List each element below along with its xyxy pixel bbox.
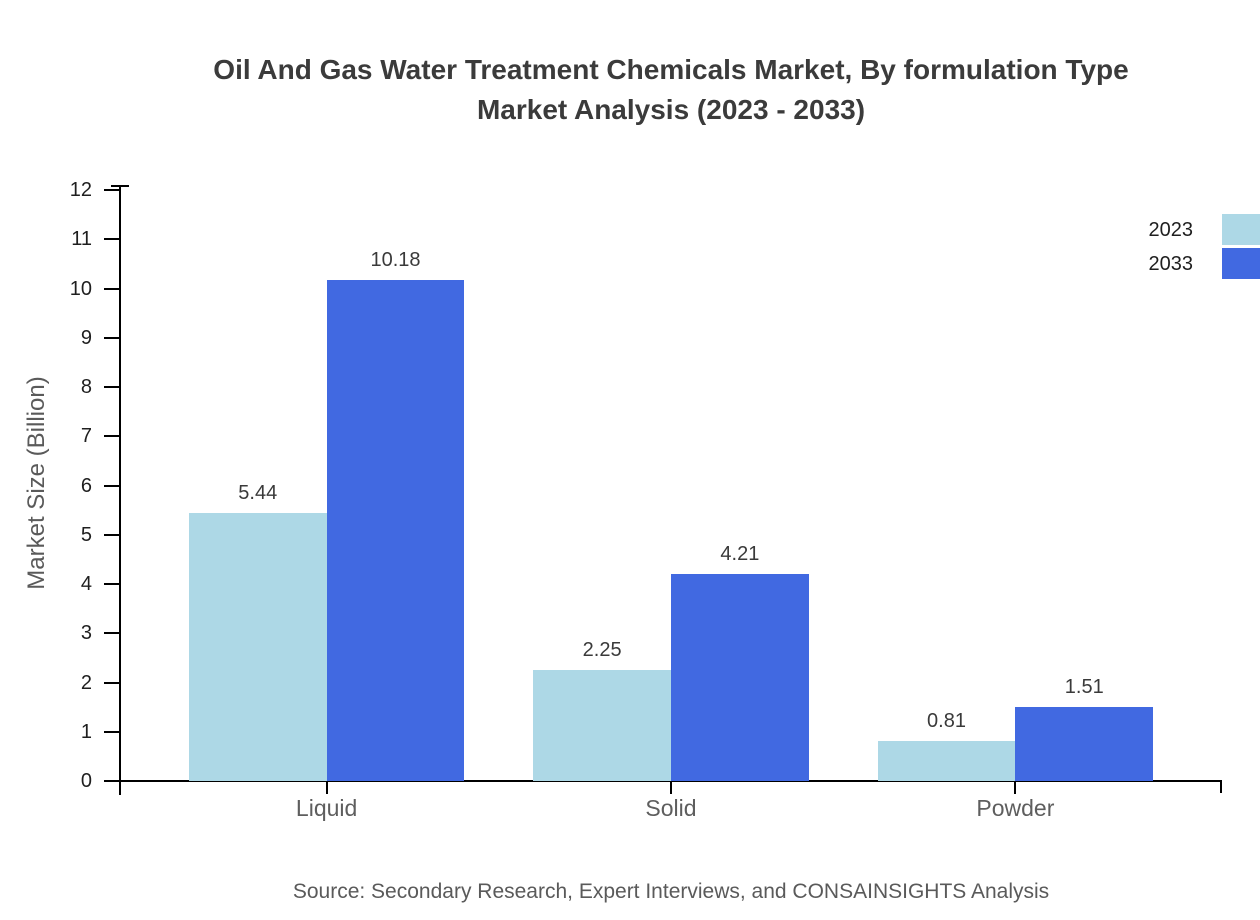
- y-tick: [104, 287, 119, 290]
- y-tick-label: 6: [80, 474, 92, 497]
- x-axis-label-solid: Solid: [645, 795, 697, 821]
- bar-2033-solid: [671, 573, 809, 781]
- y-axis-spine: [119, 185, 121, 795]
- y-tick: [104, 435, 119, 438]
- y-tick-label: 8: [80, 376, 92, 398]
- y-axis-top-cap: [111, 185, 129, 187]
- bar-2023-liquid: [188, 513, 327, 781]
- y-tick-label: 10: [69, 277, 92, 300]
- x-tick: [670, 781, 672, 794]
- x-axis-label-liquid: Liquid: [295, 795, 358, 821]
- y-tick: [104, 189, 119, 191]
- y-tick-label: 7: [80, 425, 92, 448]
- chart-title: Oil And Gas Water Treatment Chemicals Ma…: [120, 50, 1222, 130]
- y-tick: [104, 681, 119, 684]
- source-note: Source: Secondary Research, Expert Inter…: [292, 880, 1050, 903]
- legend-swatch-2023: [1222, 214, 1260, 245]
- x-tick: [325, 781, 328, 794]
- bar-2033-powder: [1015, 706, 1154, 781]
- bar-2023-powder: [877, 741, 1016, 781]
- y-tick: [104, 730, 119, 733]
- chart-title-line2: Market Analysis (2023 - 2033): [476, 94, 866, 125]
- value-label-2023-liquid: 5.44: [238, 482, 278, 505]
- x-axis-label-powder: Powder: [976, 795, 1055, 821]
- legend-label-2023: 2023: [1148, 219, 1194, 241]
- value-label-2023-solid: 2.25: [582, 639, 622, 662]
- y-tick-label: 12: [69, 179, 92, 201]
- value-label-2033-liquid: 10.18: [370, 248, 421, 271]
- legend-swatch-2033: [1222, 248, 1260, 279]
- value-label-2033-solid: 4.21: [720, 542, 760, 565]
- y-tick-label: 2: [80, 671, 92, 694]
- x-tick: [1014, 781, 1017, 794]
- y-tick: [104, 780, 119, 782]
- y-tick: [104, 484, 119, 487]
- bar-2023-solid: [533, 670, 671, 781]
- x-axis-end-cap: [1220, 780, 1222, 793]
- legend-label-2033: 2033: [1148, 253, 1194, 275]
- bar-2033-liquid: [326, 279, 465, 781]
- y-tick: [104, 386, 119, 388]
- y-tick: [104, 336, 119, 339]
- y-tick: [104, 238, 119, 241]
- y-tick-label: 1: [80, 720, 92, 743]
- value-label-2023-powder: 0.81: [927, 710, 966, 733]
- chart-title-line1: Oil And Gas Water Treatment Chemicals Ma…: [213, 54, 1129, 85]
- y-tick-label: 4: [80, 573, 92, 595]
- y-tick-label: 5: [80, 523, 92, 546]
- value-label-2033-powder: 1.51: [1064, 675, 1104, 698]
- x-axis-spine: [104, 780, 1222, 782]
- y-tick-label: 11: [71, 228, 92, 251]
- y-tick: [104, 632, 119, 635]
- y-tick: [104, 533, 119, 536]
- y-tick-label: 9: [80, 326, 92, 349]
- y-tick-label: 3: [80, 622, 92, 645]
- y-tick: [104, 583, 119, 585]
- y-tick-label: 0: [80, 770, 92, 792]
